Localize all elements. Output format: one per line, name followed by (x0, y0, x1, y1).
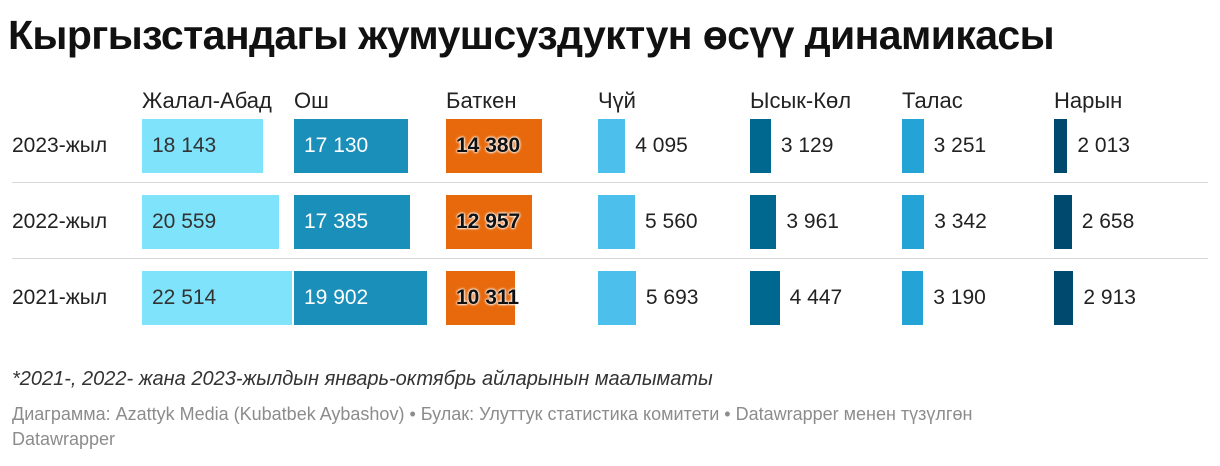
value-label: 2 658 (1081, 210, 1135, 233)
bar-chart-grid: Жалал-Абад Ош Баткен Чүй Ысык-Көл Талас Нарын 2… (0, 70, 1220, 355)
bar (446, 271, 515, 325)
bar (1054, 119, 1068, 173)
value-label: 22 514 (152, 286, 217, 309)
row-label: 2021-жыл (12, 286, 108, 309)
bar (1054, 195, 1072, 249)
bar (598, 271, 636, 325)
row-divider (12, 258, 1208, 259)
bar (598, 195, 635, 249)
value-label: 3 190 (933, 286, 986, 309)
bar (750, 119, 771, 173)
row-label: 2022-жыл (12, 210, 108, 233)
bar (294, 271, 427, 325)
bar (902, 271, 924, 325)
footer-credit: Диаграмма: Azattyk Media (Kubatbek Aybas… (12, 404, 405, 424)
column-header: Ош (294, 88, 329, 113)
bar (142, 119, 263, 173)
value-label: 19 902 (304, 286, 369, 309)
column-header: Чүй (598, 88, 636, 113)
value-label: 3 251 (933, 134, 987, 157)
value-label: 14 380 (456, 134, 521, 157)
value-label: 3 961 (786, 210, 839, 233)
value-label: 5 693 (645, 286, 699, 309)
value-label: 4 095 (635, 134, 688, 157)
bar (294, 195, 410, 249)
value-label: 10 311 (456, 286, 520, 309)
chart-note: *2021-, 2022- жана 2023-жылдын январь-ок… (12, 368, 713, 390)
bar (750, 271, 780, 325)
chart-footer: Диаграмма: Azattyk Media (Kubatbek Aybas… (12, 402, 1212, 452)
bar (902, 195, 925, 249)
bar (142, 271, 292, 325)
bar (598, 119, 626, 173)
value-label: 4 447 (789, 286, 843, 309)
bar (446, 195, 533, 249)
column-header: Ысык-Көл (750, 88, 852, 113)
value-label: 17 130 (304, 134, 369, 157)
value-label: 12 957 (456, 210, 521, 233)
value-label: 2 013 (1077, 134, 1130, 157)
value-label: 20 559 (152, 210, 217, 233)
value-label: 3 342 (934, 210, 987, 233)
column-header: Жалал-Абад (142, 88, 272, 113)
footer-source: • Булак: Улуттук статистика комитети (409, 404, 720, 424)
bar (294, 119, 409, 173)
value-label: 18 143 (152, 134, 217, 157)
bar (902, 119, 924, 173)
bar (446, 119, 542, 173)
bar (142, 195, 279, 249)
row-divider (12, 182, 1208, 183)
chart-title: Кыргызстандагы жумушсуздуктун өсүү динам… (8, 12, 1055, 58)
column-header: Баткен (446, 88, 517, 113)
row-label: 2023-жыл (12, 134, 108, 157)
value-label: 3 129 (780, 134, 834, 157)
bar (750, 195, 777, 249)
column-header: Талас (902, 88, 963, 113)
value-label: 17 385 (304, 210, 369, 233)
footer-brand[interactable]: Datawrapper (12, 429, 116, 449)
footer-tool: • Datawrapper менен түзүлгөн (724, 404, 973, 424)
bar (1054, 271, 1074, 325)
value-label: 2 913 (1083, 286, 1136, 309)
value-label: 5 560 (645, 210, 698, 233)
column-header: Нарын (1054, 88, 1123, 113)
